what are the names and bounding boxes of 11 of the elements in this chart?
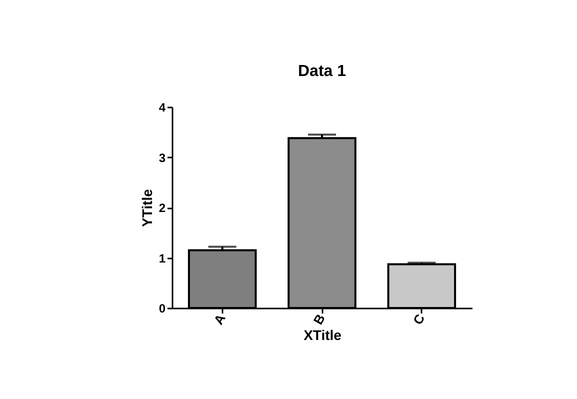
x-tick-label: B xyxy=(310,312,328,328)
y-tick-label: 0 xyxy=(158,302,166,316)
y-tick-label: 2 xyxy=(158,201,166,215)
y-tick-label: 1 xyxy=(158,251,166,266)
x-tick-label: A xyxy=(210,310,229,328)
x-tick-label: C xyxy=(410,310,428,328)
y-tick-label: 3 xyxy=(158,150,166,165)
x-axis-title: XTitle xyxy=(304,327,342,344)
y-tick-label: 4 xyxy=(158,100,166,114)
chart-title: Data 1 xyxy=(298,63,346,80)
y-axis-title: YTitle xyxy=(138,188,155,227)
